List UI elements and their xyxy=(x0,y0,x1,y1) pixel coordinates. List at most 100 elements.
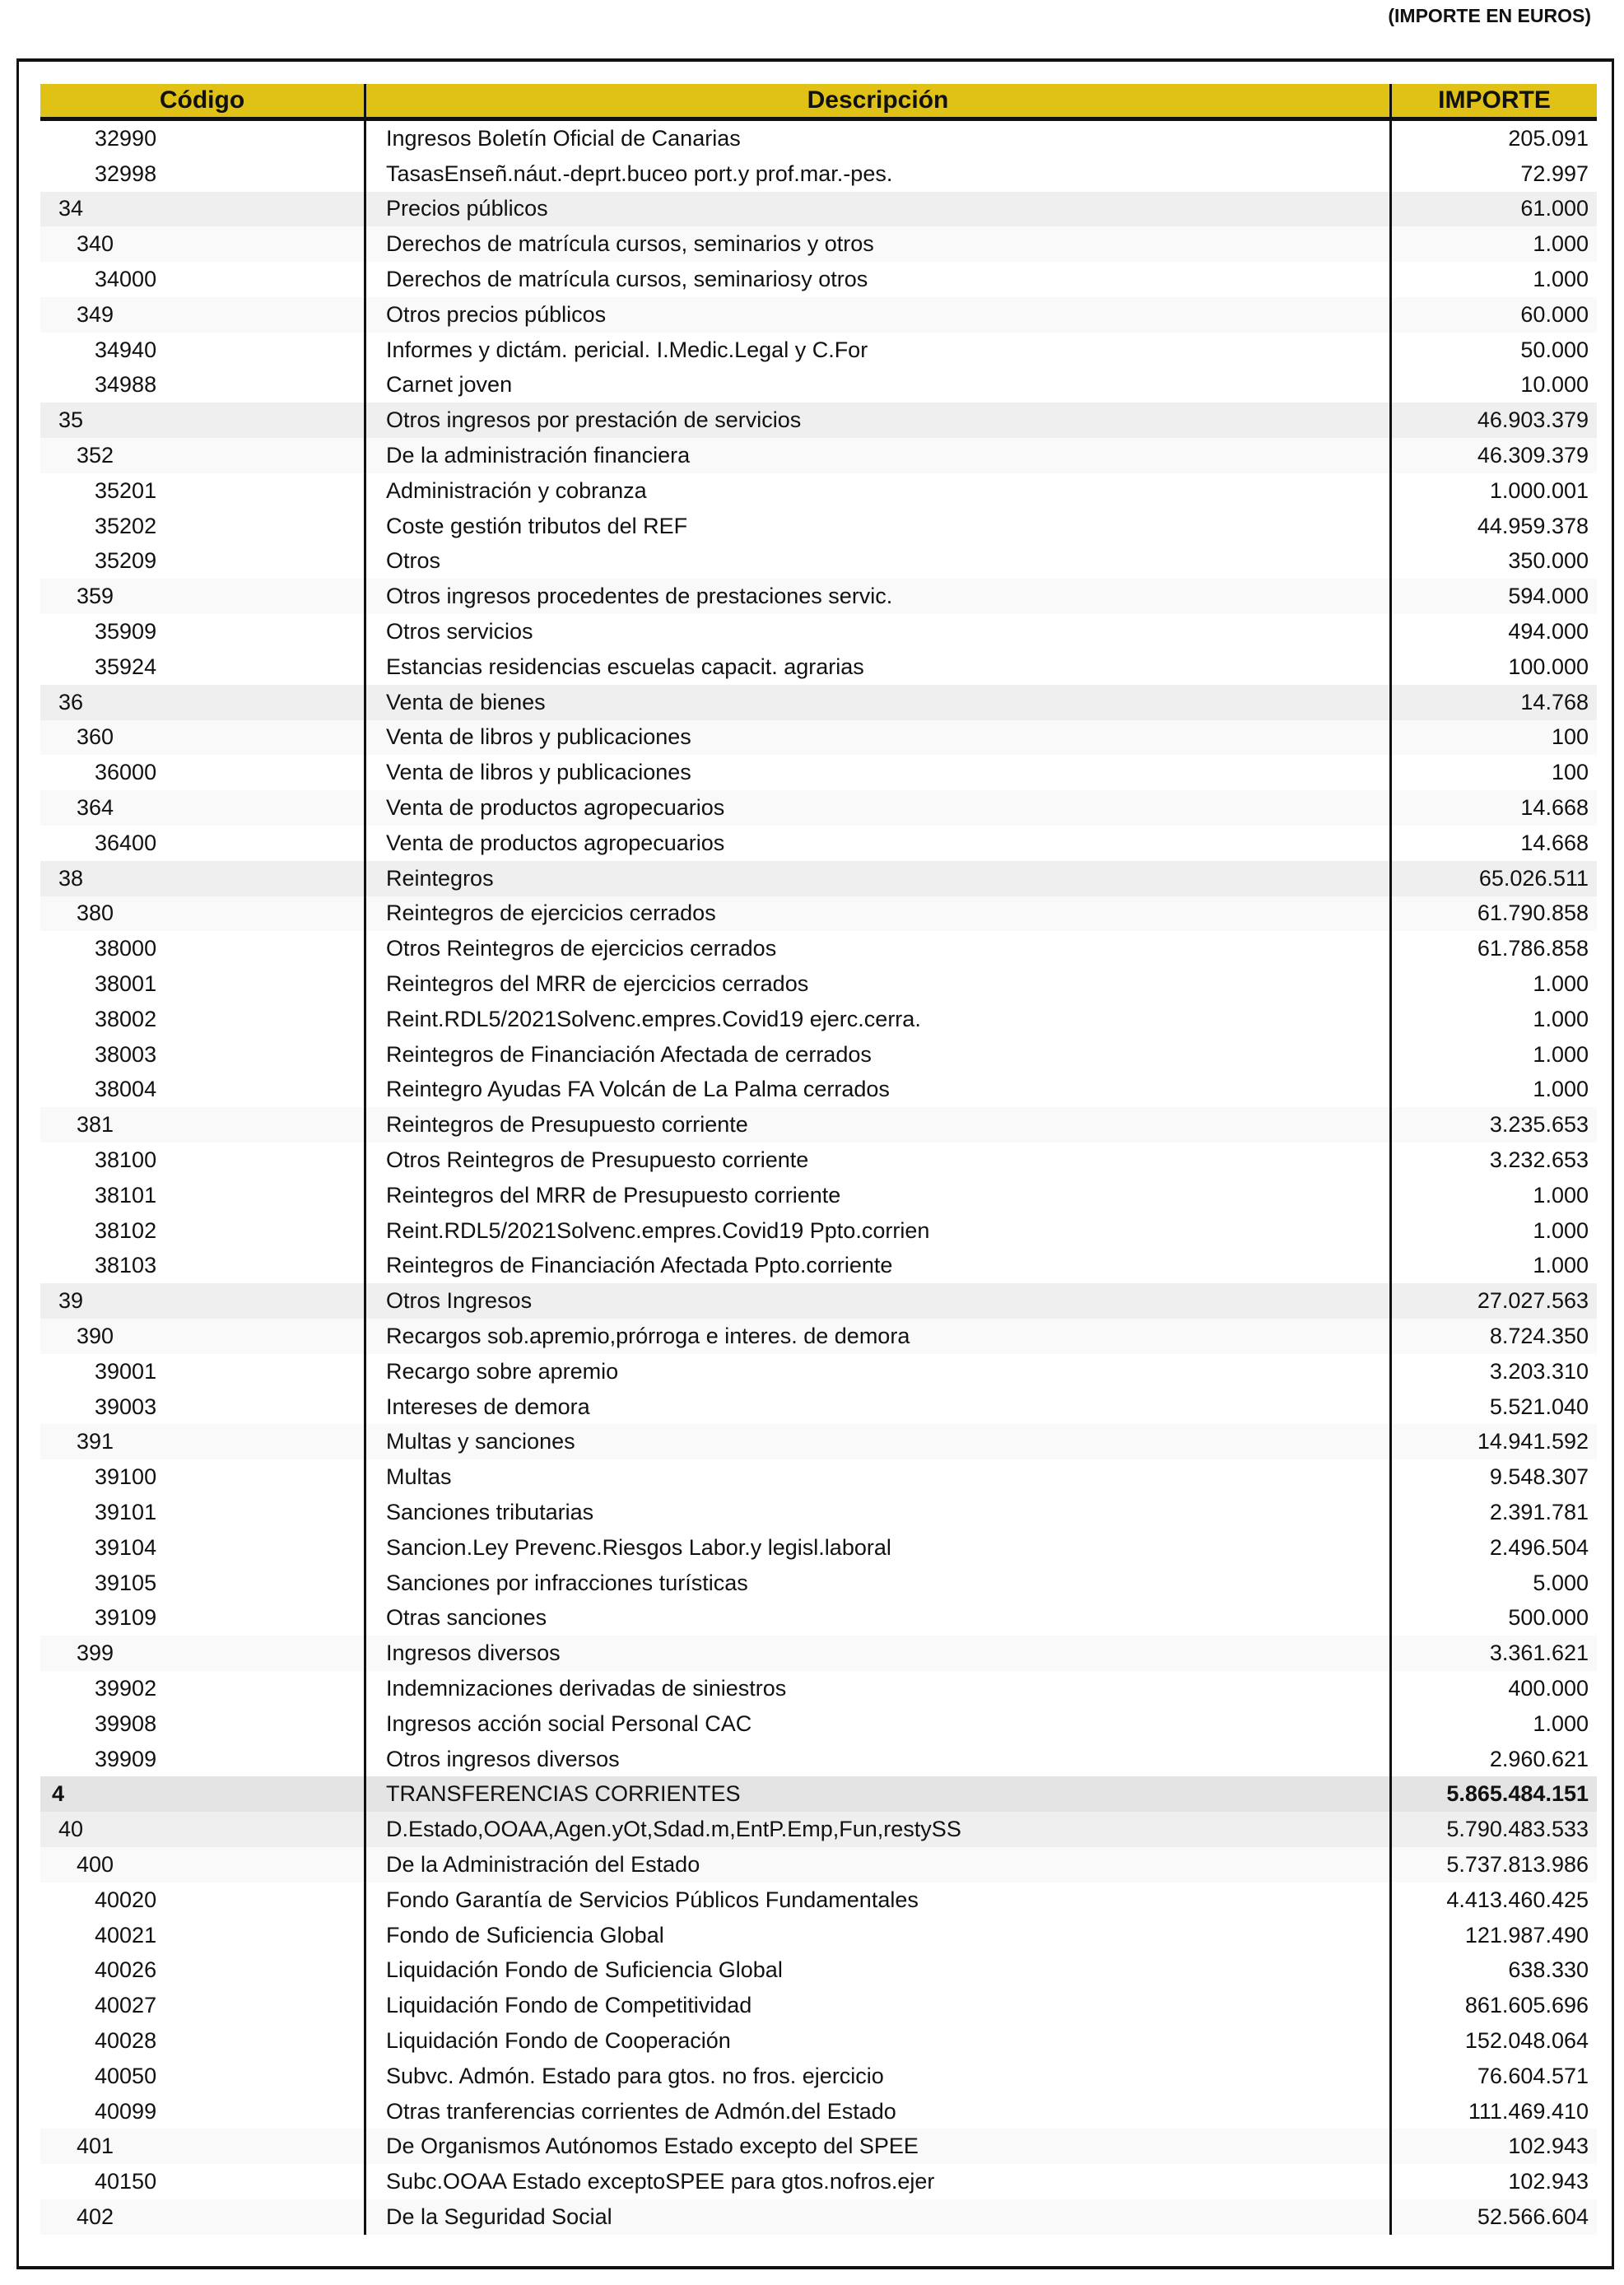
row-amount: 52.566.604 xyxy=(1389,2199,1597,2235)
row-amount: 61.786.858 xyxy=(1389,931,1597,967)
row-code: 35209 xyxy=(95,548,157,574)
row-code: 32998 xyxy=(95,161,157,186)
row-description: Otros xyxy=(364,543,1389,579)
row-description: Subc.OOAA Estado exceptoSPEE para gtos.n… xyxy=(364,2164,1389,2200)
row-description: Reint.RDL5/2021Solvenc.empres.Covid19 Pp… xyxy=(364,1212,1389,1249)
table-row: 39104 Sancion.Ley Prevenc.Riesgos Labor.y… xyxy=(40,1529,1597,1566)
table-row: 4 TRANSFERENCIAS CORRIENTES 5.865.484.151 xyxy=(40,1776,1597,1813)
row-amount: 494.000 xyxy=(1389,614,1597,649)
row-amount: 2.496.504 xyxy=(1389,1529,1597,1566)
row-code: 38102 xyxy=(95,1217,157,1243)
row-code: 35201 xyxy=(95,477,157,503)
table-header: Código Descripción IMPORTE xyxy=(40,84,1597,121)
row-amount: 3.203.310 xyxy=(1389,1353,1597,1389)
row-code: 399 xyxy=(77,1640,114,1666)
row-code: 38003 xyxy=(95,1041,157,1067)
row-amount: 14.668 xyxy=(1389,790,1597,826)
table-row: 359 Otros ingresos procedentes de prestac… xyxy=(40,579,1597,615)
row-code: 340 xyxy=(77,231,114,257)
row-amount: 9.548.307 xyxy=(1389,1459,1597,1496)
row-amount: 3.361.621 xyxy=(1389,1636,1597,1672)
row-description: Recargo sobre apremio xyxy=(364,1353,1389,1389)
row-description: Reintegros de Financiación Afectada Ppto… xyxy=(364,1248,1389,1284)
row-amount: 5.865.484.151 xyxy=(1389,1776,1597,1813)
row-code: 36000 xyxy=(95,760,157,785)
header-descripcion: Descripción xyxy=(364,84,1389,117)
row-description: De Organismos Autónomos Estado excepto d… xyxy=(364,2129,1389,2165)
row-description: Otras tranferencias corrientes de Admón.… xyxy=(364,2093,1389,2129)
row-description: Recargos sob.apremio,prórroga e interes.… xyxy=(364,1319,1389,1354)
row-amount: 1.000 xyxy=(1389,1072,1597,1108)
row-code: 391 xyxy=(77,1429,114,1454)
table-row: 38004 Reintegro Ayudas FA Volcán de La Pa… xyxy=(40,1072,1597,1108)
row-code: 34000 xyxy=(95,267,157,292)
row-description: De la administración financiera xyxy=(364,438,1389,473)
row-amount: 65.026.511 xyxy=(1389,860,1597,896)
table-row: 35924 Estancias residencias escuelas capa… xyxy=(40,649,1597,685)
row-amount: 60.000 xyxy=(1389,296,1597,333)
row-amount: 14.668 xyxy=(1389,825,1597,861)
row-amount: 8.724.350 xyxy=(1389,1319,1597,1354)
row-code: 401 xyxy=(77,2134,114,2159)
table-row: 40028 Liquidación Fondo de Cooperación 152… xyxy=(40,2023,1597,2059)
row-description: Carnet joven xyxy=(364,367,1389,403)
table-row: 39100 Multas 9.548.307 xyxy=(40,1459,1597,1496)
row-code: 35202 xyxy=(95,513,157,538)
table-row: 38000 Otros Reintegros de ejercicios cerr… xyxy=(40,931,1597,967)
row-description: Fondo de Suficiencia Global xyxy=(364,1917,1389,1953)
row-amount: 46.309.379 xyxy=(1389,438,1597,473)
row-amount: 1.000 xyxy=(1389,262,1597,297)
table-row: 34000 Derechos de matrícula cursos, semin… xyxy=(40,262,1597,297)
row-description: Reintegros xyxy=(364,860,1389,896)
row-description: Otros Ingresos xyxy=(364,1283,1389,1319)
row-description: Otros ingresos por prestación de servici… xyxy=(364,403,1389,439)
row-description: Venta de libros y publicaciones xyxy=(364,755,1389,791)
row-code: 34 xyxy=(58,196,84,221)
table-row: 38 Reintegros 65.026.511 xyxy=(40,860,1597,896)
table-row: 35 Otros ingresos por prestación de servi… xyxy=(40,403,1597,439)
row-description: Multas xyxy=(364,1459,1389,1496)
row-amount: 46.903.379 xyxy=(1389,403,1597,439)
row-description: Administración y cobranza xyxy=(364,472,1389,509)
row-amount: 1.000 xyxy=(1389,226,1597,263)
row-description: Otros servicios xyxy=(364,614,1389,649)
row-amount: 861.605.696 xyxy=(1389,1988,1597,2024)
row-code: 34988 xyxy=(95,372,157,398)
row-code: 39001 xyxy=(95,1358,157,1384)
table-row: 400 De la Administración del Estado 5.737.… xyxy=(40,1847,1597,1882)
table-row: 39003 Intereses de demora 5.521.040 xyxy=(40,1389,1597,1425)
row-code: 39908 xyxy=(95,1710,157,1736)
row-code: 38103 xyxy=(95,1253,157,1278)
row-code: 35924 xyxy=(95,654,157,679)
row-code: 38002 xyxy=(95,1006,157,1031)
row-amount: 5.737.813.986 xyxy=(1389,1847,1597,1882)
row-code: 402 xyxy=(77,2204,114,2229)
table-row: 39902 Indemnizaciones derivadas de sinies… xyxy=(40,1671,1597,1706)
table-row: 38003 Reintegros de Financiación Afectada… xyxy=(40,1036,1597,1073)
table-row: 39 Otros Ingresos 27.027.563 xyxy=(40,1283,1597,1319)
row-description: Venta de libros y publicaciones xyxy=(364,719,1389,756)
row-code: 364 xyxy=(77,795,114,821)
row-code: 390 xyxy=(77,1323,114,1348)
row-amount: 594.000 xyxy=(1389,579,1597,615)
table-row: 35202 Coste gestión tributos del REF 44.95… xyxy=(40,508,1597,544)
row-amount: 638.330 xyxy=(1389,1952,1597,1989)
table-row: 360 Venta de libros y publicaciones 100 xyxy=(40,719,1597,756)
row-code: 359 xyxy=(77,584,114,609)
row-amount: 5.790.483.533 xyxy=(1389,1812,1597,1848)
row-description: Derechos de matrícula cursos, seminarios… xyxy=(364,262,1389,297)
table-row: 364 Venta de productos agropecuarios 14.66… xyxy=(40,790,1597,826)
row-description: Reintegros del MRR de ejercicios cerrado… xyxy=(364,966,1389,1002)
table-row: 340 Derechos de matrícula cursos, seminar… xyxy=(40,226,1597,263)
table-body: 32990 Ingresos Boletín Oficial de Canaria… xyxy=(40,121,1597,2235)
row-amount: 1.000 xyxy=(1389,1248,1597,1284)
table-row: 390 Recargos sob.apremio,prórroga e inter… xyxy=(40,1319,1597,1354)
row-description: Sanciones tributarias xyxy=(364,1495,1389,1530)
row-description: Ingresos Boletín Oficial de Canarias xyxy=(364,121,1389,156)
row-amount: 100 xyxy=(1389,755,1597,791)
row-code: 400 xyxy=(77,1851,114,1877)
row-amount: 27.027.563 xyxy=(1389,1283,1597,1319)
table-row: 38103 Reintegros de Financiación Afectada… xyxy=(40,1248,1597,1284)
row-code: 39 xyxy=(58,1288,84,1314)
row-description: Reintegro Ayudas FA Volcán de La Palma c… xyxy=(364,1072,1389,1108)
